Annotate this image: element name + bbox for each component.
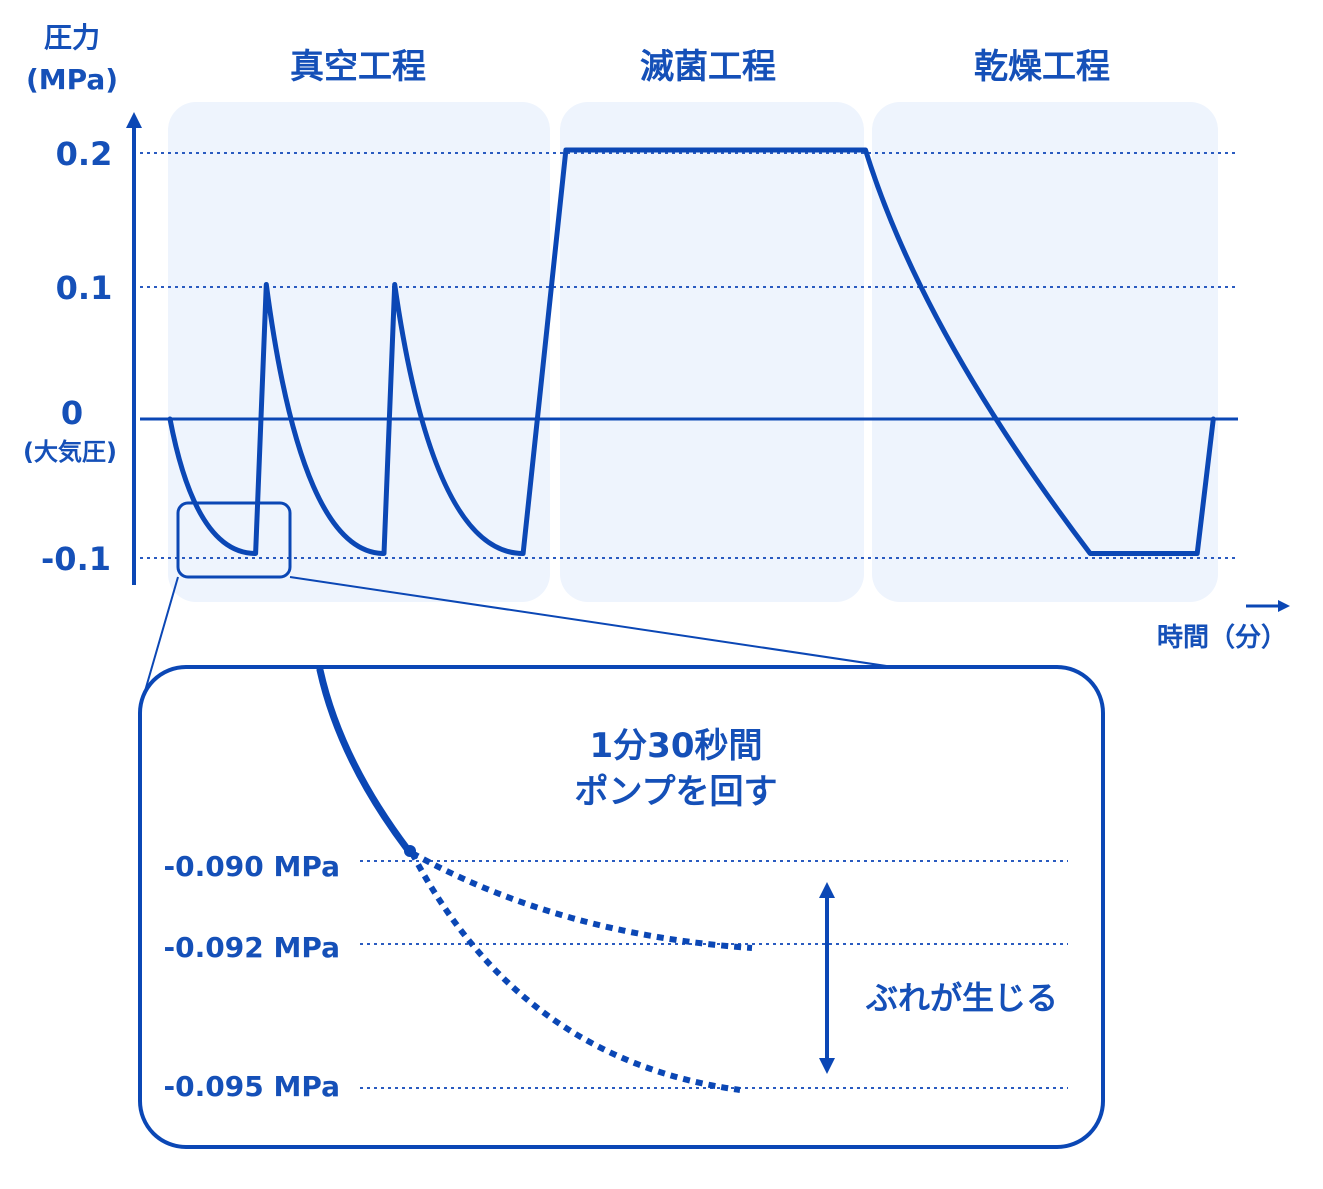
inset-solid-descent-curve [316, 666, 412, 854]
y-tick-label-0.1: 0.1 [56, 269, 113, 307]
zoom-connector-left [142, 576, 179, 699]
phase-label-dry: 乾燥工程 [974, 47, 1110, 87]
phase-panel-vacuum [168, 102, 550, 602]
zoom-highlight-box [176, 501, 292, 579]
pressure-series-line [167, 147, 1216, 556]
y-axis-label-line1: 圧力 [44, 21, 100, 54]
inset-panel [138, 665, 1105, 1149]
x-axis-label: 時間（分） [1157, 623, 1287, 653]
phase-panel-dry [872, 102, 1218, 602]
inset-title-line1: 1分30秒間 [590, 726, 763, 766]
inset-level-label-0.092: -0.092 MPa [164, 931, 340, 964]
inset-dotted-curve-lower [409, 851, 741, 1093]
y-axis-label-line2: (MPa) [26, 63, 118, 96]
y-tick-label-0: 0 [61, 394, 83, 432]
y-tick-label-0.2: 0.2 [56, 135, 113, 173]
inset-dotted-curve-upper [410, 850, 753, 951]
phase-panel-sterilize [560, 102, 864, 602]
phase-label-sterilize: 滅菌工程 [640, 47, 776, 87]
y-tick-label-minus-0.1: -0.1 [41, 540, 111, 578]
inset-title-line2: ポンプを回す [575, 772, 778, 812]
phase-label-vacuum: 真空工程 [290, 47, 426, 87]
y-tick-sublabel-atmospheric: (大気圧) [23, 438, 117, 466]
inset-level-label-0.095: -0.095 MPa [164, 1070, 340, 1103]
inset-level-label-0.090: -0.090 MPa [164, 850, 340, 883]
variation-label: ぶれが生じる [865, 979, 1058, 1017]
zoom-connector-right [289, 576, 894, 668]
